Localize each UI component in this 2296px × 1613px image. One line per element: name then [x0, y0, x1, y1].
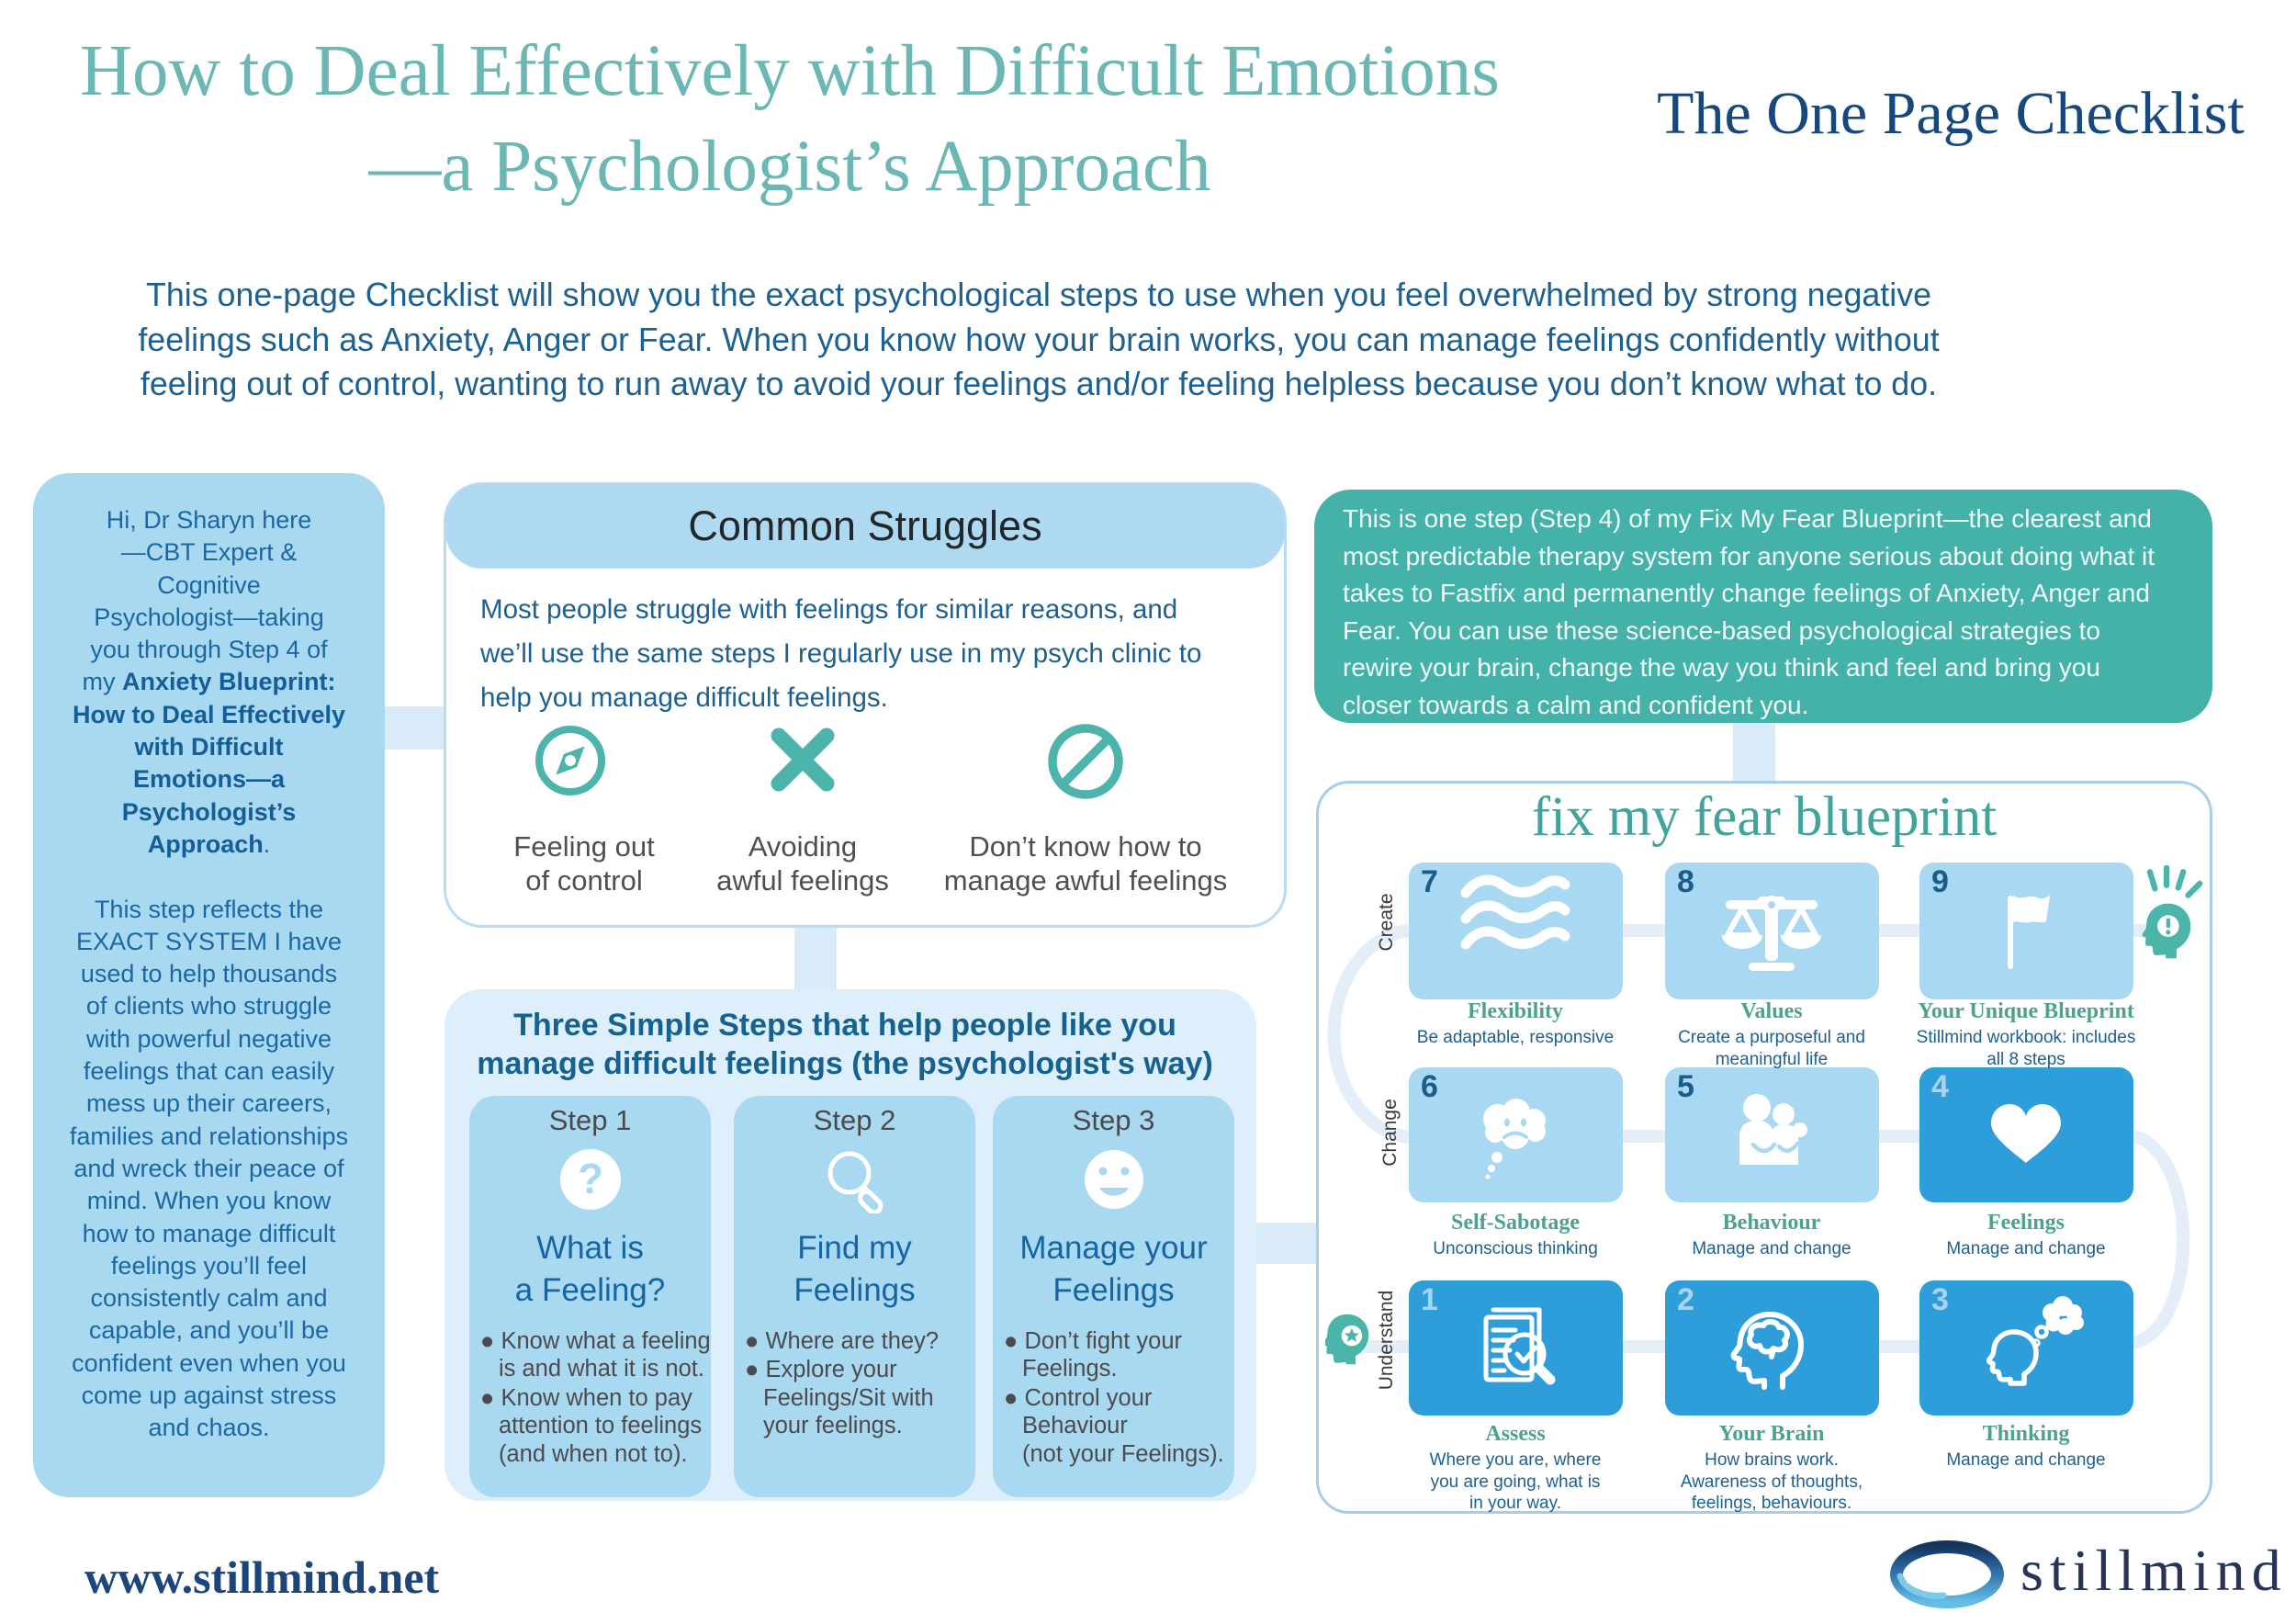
svg-text:?: ?: [578, 1155, 603, 1202]
